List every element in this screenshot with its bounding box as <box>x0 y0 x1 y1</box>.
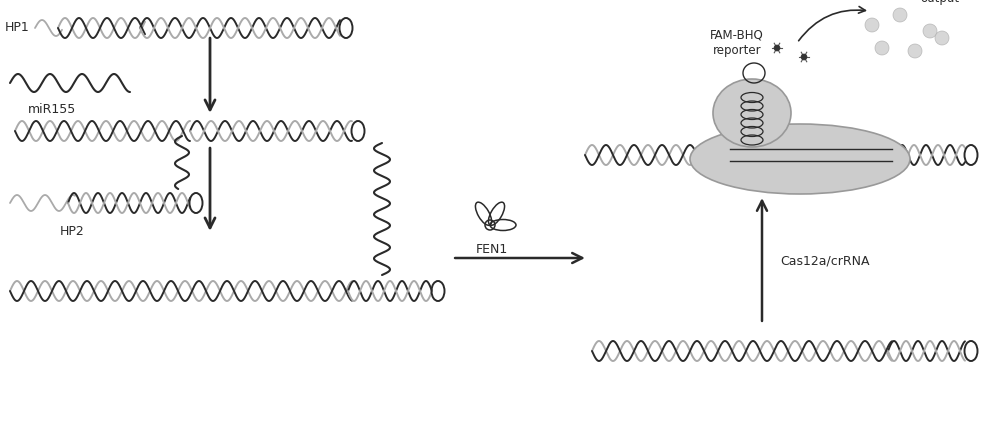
Ellipse shape <box>690 124 910 194</box>
Text: Cas12a/crRNA: Cas12a/crRNA <box>780 254 870 268</box>
Ellipse shape <box>875 41 889 55</box>
Text: FEN1: FEN1 <box>476 243 508 256</box>
Circle shape <box>801 54 807 60</box>
Ellipse shape <box>865 18 879 32</box>
Text: HP2: HP2 <box>60 225 84 238</box>
Circle shape <box>774 45 780 51</box>
Ellipse shape <box>713 79 791 147</box>
Ellipse shape <box>908 44 922 58</box>
Text: HP1: HP1 <box>5 22 30 35</box>
Text: FAM-BHQ
reporter: FAM-BHQ reporter <box>710 29 764 57</box>
Text: miR155: miR155 <box>28 103 76 116</box>
Ellipse shape <box>935 31 949 45</box>
Text: Fluorescent signal
output: Fluorescent signal output <box>886 0 994 5</box>
Ellipse shape <box>923 24 937 38</box>
Ellipse shape <box>893 8 907 22</box>
